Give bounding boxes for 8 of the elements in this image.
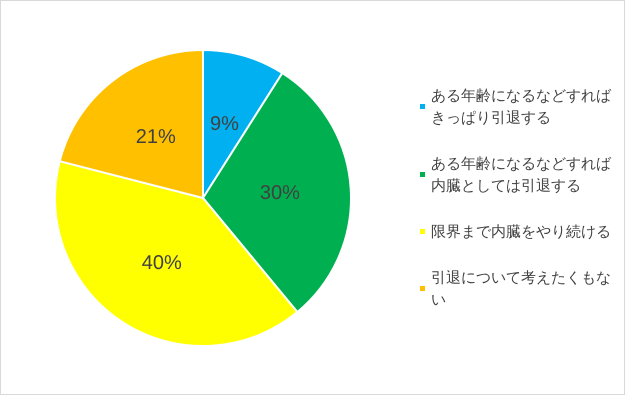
legend-label: ある年齢になるなどすれば内臓としては引退する <box>431 154 612 194</box>
data-label: 9% <box>210 113 240 136</box>
legend-label: ある年齢になるなどすればきっぱり引退する <box>431 86 612 126</box>
legend-label: 限界まで内臓をやり続ける <box>431 222 611 240</box>
data-label: 30% <box>260 182 300 204</box>
data-label: 40% <box>142 252 182 274</box>
data-label: 21% <box>136 126 176 148</box>
legend-label: 引退について考えたくもない <box>431 268 611 308</box>
